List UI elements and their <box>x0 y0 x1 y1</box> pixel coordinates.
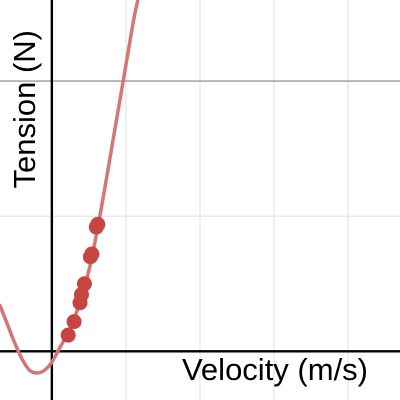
y-axis-label: Tension (N) <box>7 30 42 189</box>
x-axis-label: Velocity (m/s) <box>182 352 368 387</box>
data-point[interactable] <box>90 216 106 232</box>
data-point[interactable] <box>76 276 92 292</box>
data-point[interactable] <box>66 314 82 330</box>
data-point[interactable] <box>84 246 100 262</box>
data-points <box>60 216 106 343</box>
data-point[interactable] <box>60 327 76 343</box>
